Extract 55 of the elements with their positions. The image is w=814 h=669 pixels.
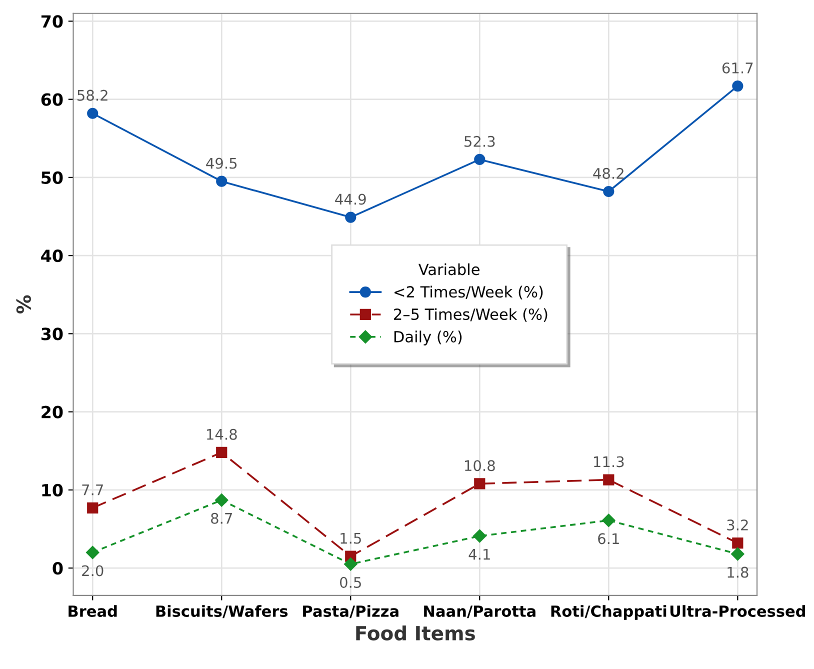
point: [731, 547, 744, 561]
y-tick-label: 20: [42, 406, 63, 418]
point: [344, 558, 358, 571]
data-label: 7.7: [82, 484, 103, 496]
legend-label: 2–5 Times/Week (%): [394, 308, 548, 322]
data-label: 48.2: [593, 168, 624, 179]
x-tick-label: Biscuits/Wafers: [156, 605, 288, 618]
legend-label: <2 Times/Week (%): [394, 286, 543, 300]
point: [345, 212, 356, 223]
legend-label: Daily (%): [394, 330, 462, 346]
data-label: 6.1: [598, 533, 619, 544]
y-axis-title: %: [16, 295, 32, 314]
data-label: 8.7: [211, 512, 232, 524]
x-tick-label: Bread: [68, 605, 117, 617]
data-label: 14.8: [206, 428, 237, 440]
x-axis-title: Food Items: [356, 625, 475, 641]
point: [474, 478, 486, 490]
point: [732, 80, 744, 92]
point: [215, 494, 228, 507]
point: [732, 538, 744, 549]
point: [216, 446, 228, 458]
point: [603, 474, 614, 486]
y-tick-label: 60: [41, 93, 63, 106]
point: [86, 546, 100, 560]
data-label: 0.5: [340, 576, 361, 588]
x-tick-label: Naan/Parotta: [424, 606, 536, 618]
data-label: 1.8: [728, 566, 748, 578]
point: [216, 176, 228, 187]
data-label: 11.3: [594, 456, 624, 468]
data-label: 2.0: [82, 565, 104, 576]
y-tick-label: 30: [41, 328, 63, 340]
y-tick-label: 40: [41, 250, 63, 262]
data-label: 58.2: [78, 90, 108, 101]
x-tick-label: Pasta/Pizza: [303, 605, 398, 618]
x-tick-label: Roti/Chappati: [551, 605, 666, 620]
data-label: 61.7: [722, 62, 753, 74]
point: [87, 108, 98, 119]
y-tick-label: 0: [52, 562, 63, 575]
y-tick-label: 50: [42, 171, 63, 184]
point: [473, 529, 486, 543]
data-label: 4.1: [468, 548, 490, 560]
x-tick-label: Ultra-Processed: [670, 605, 806, 617]
data-label: 3.2: [727, 519, 748, 531]
point: [87, 502, 98, 514]
point: [602, 514, 616, 527]
data-label: 1.5: [340, 532, 361, 544]
legend-title: Variable: [418, 263, 480, 276]
point: [603, 186, 614, 198]
point: [474, 154, 486, 166]
data-label: 10.8: [465, 460, 495, 472]
data-label: 52.3: [464, 136, 495, 147]
y-tick-label: 70: [41, 15, 63, 28]
data-label: 44.9: [335, 194, 366, 205]
data-label: 49.5: [206, 158, 237, 169]
y-tick-label: 10: [42, 484, 63, 497]
